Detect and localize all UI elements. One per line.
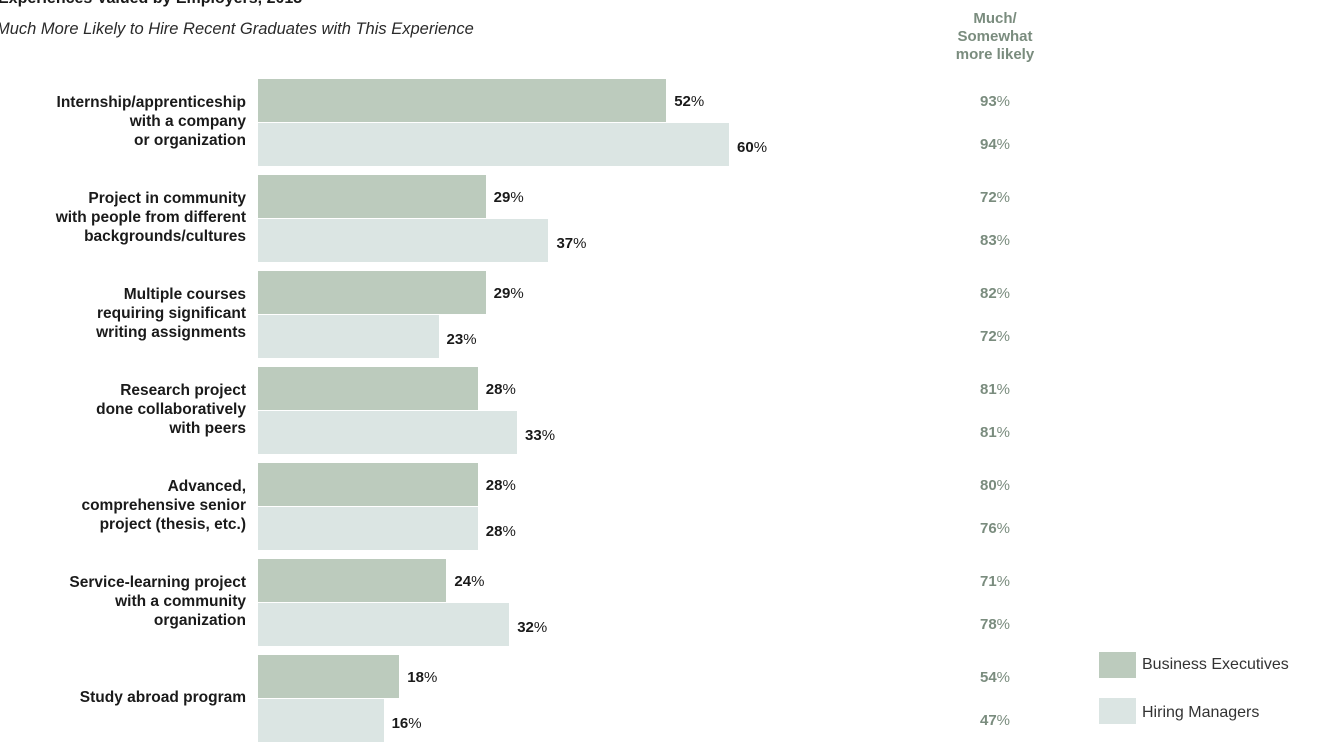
much-somewhat-more-likely-value: 72% bbox=[979, 328, 1011, 345]
much-somewhat-more-likely-value: 81% bbox=[979, 381, 1011, 398]
bar-value-label: 52% bbox=[674, 93, 705, 110]
bar-value-label: 33% bbox=[525, 427, 556, 444]
legend-label-hiring-managers: Hiring Managers bbox=[1142, 704, 1260, 721]
chart-title: Experiences Valued by Employers, 2013 bbox=[0, 0, 302, 8]
bar-hiring-managers bbox=[258, 699, 384, 742]
bar-hiring-managers bbox=[258, 603, 510, 646]
much-somewhat-more-likely-value: 82% bbox=[979, 285, 1011, 302]
bar-value-label: 18% bbox=[407, 669, 438, 686]
right-column-header: Much/Somewhat more likely bbox=[955, 10, 1035, 63]
category-label: Service-learning project with a community… bbox=[69, 574, 246, 629]
bar-value-label: 29% bbox=[493, 285, 524, 302]
bar-value-label: 28% bbox=[485, 381, 516, 398]
legend-swatch-hiring-managers bbox=[1099, 698, 1136, 724]
category-label: Study abroad program bbox=[79, 689, 246, 706]
much-somewhat-more-likely-value: 83% bbox=[979, 232, 1011, 249]
bar-value-label: 16% bbox=[391, 715, 422, 732]
bar-business-executives bbox=[258, 271, 486, 314]
much-somewhat-more-likely-value: 54% bbox=[979, 669, 1011, 686]
category-label: Internship/apprenticeship with a company o… bbox=[56, 94, 246, 149]
much-somewhat-more-likely-value: 72% bbox=[979, 189, 1011, 206]
bar-value-label: 60% bbox=[737, 139, 768, 156]
chart-subtitle: Much More Likely to Hire Recent Graduate… bbox=[0, 20, 474, 38]
bar-value-label: 28% bbox=[485, 477, 516, 494]
bar-value-label: 29% bbox=[493, 189, 524, 206]
category-label: Advanced, comprehensive senior project (th… bbox=[81, 478, 246, 533]
much-somewhat-more-likely-value: 80% bbox=[979, 477, 1011, 494]
much-somewhat-more-likely-value: 78% bbox=[979, 616, 1011, 633]
bar-business-executives bbox=[258, 175, 486, 218]
legend-label-business-executives: Business Executives bbox=[1142, 656, 1289, 673]
bar-hiring-managers bbox=[258, 123, 729, 166]
bar-business-executives bbox=[258, 79, 667, 122]
much-somewhat-more-likely-value: 81% bbox=[979, 424, 1011, 441]
bar-business-executives bbox=[258, 655, 400, 698]
bar-value-label: 28% bbox=[485, 523, 516, 540]
category-label: Multiple courses requiring significant wri… bbox=[96, 286, 246, 341]
bar-business-executives bbox=[258, 463, 478, 506]
much-somewhat-more-likely-value: 76% bbox=[979, 520, 1011, 537]
legend-swatch-business-executives bbox=[1099, 652, 1136, 678]
bar-hiring-managers bbox=[258, 219, 549, 262]
bar-value-label: 23% bbox=[446, 331, 477, 348]
much-somewhat-more-likely-value: 93% bbox=[979, 93, 1011, 110]
bar-hiring-managers bbox=[258, 315, 439, 358]
bar-value-label: 24% bbox=[454, 573, 485, 590]
much-somewhat-more-likely-value: 94% bbox=[979, 136, 1011, 153]
bar-business-executives bbox=[258, 367, 478, 410]
category-label: Project in community with people from dif… bbox=[55, 190, 246, 245]
category-label: Research project done collaboratively with… bbox=[96, 382, 246, 437]
much-somewhat-more-likely-value: 71% bbox=[979, 573, 1011, 590]
bar-value-label: 37% bbox=[556, 235, 587, 252]
bar-hiring-managers bbox=[258, 507, 478, 550]
bar-business-executives bbox=[258, 559, 447, 602]
bar-hiring-managers bbox=[258, 411, 518, 454]
bar-value-label: 32% bbox=[517, 619, 548, 636]
much-somewhat-more-likely-value: 47% bbox=[979, 712, 1011, 729]
